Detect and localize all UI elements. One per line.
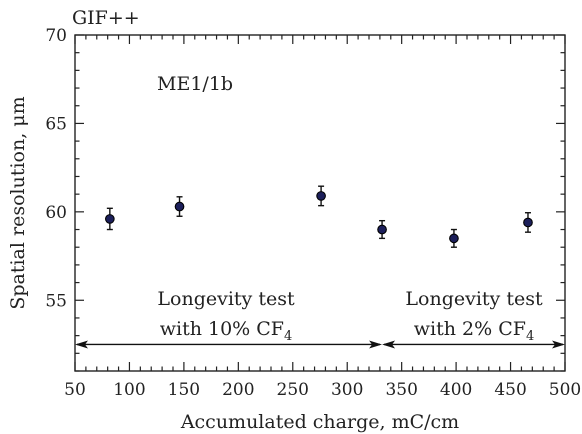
- y-tick-label: 65: [45, 114, 67, 134]
- data-point: [377, 224, 387, 235]
- period1-line2: with 10% CF4: [160, 318, 293, 344]
- period1-subscript: 4: [284, 329, 292, 344]
- arrow-head-right: [369, 340, 383, 349]
- x-tick-label: 250: [277, 380, 309, 400]
- x-tick-label: 400: [440, 380, 472, 400]
- data-point: [316, 191, 326, 201]
- y-tick-label: 70: [45, 26, 67, 46]
- x-tick-label: 200: [222, 380, 254, 400]
- period1-line1: Longevity test: [157, 288, 295, 310]
- data-point: [174, 201, 185, 212]
- period2-subscript: 4: [526, 329, 534, 344]
- data-point: [523, 217, 533, 228]
- arrow-head-right: [552, 340, 565, 349]
- plot-frame: [74, 34, 566, 372]
- y-tick-label: 60: [45, 203, 67, 223]
- chart-title: GIF++: [72, 7, 140, 29]
- data-points: [104, 185, 533, 248]
- x-tick-label: 300: [331, 380, 363, 400]
- y-axis-title: Spatial resolution, μm: [7, 96, 29, 309]
- x-tick-label: 450: [494, 380, 526, 400]
- x-tick-label: 350: [385, 380, 417, 400]
- period2-line2: with 2% CF4: [414, 318, 534, 344]
- arrow-head-left: [75, 340, 88, 349]
- data-point: [449, 233, 459, 244]
- data-point: [104, 214, 115, 224]
- x-tick-label: 150: [168, 380, 200, 400]
- period-arrows: [75, 340, 565, 349]
- chamber-label: ME1/1b: [157, 73, 233, 95]
- x-tick-label: 50: [64, 380, 86, 400]
- x-axis-title: Accumulated charge, mC/cm: [180, 411, 459, 433]
- y-tick-label: 55: [45, 291, 67, 311]
- x-tick-label: 100: [113, 380, 145, 400]
- period2-line1: Longevity test: [405, 288, 543, 310]
- x-tick-label: 500: [549, 380, 581, 400]
- arrow-head-left: [382, 340, 396, 349]
